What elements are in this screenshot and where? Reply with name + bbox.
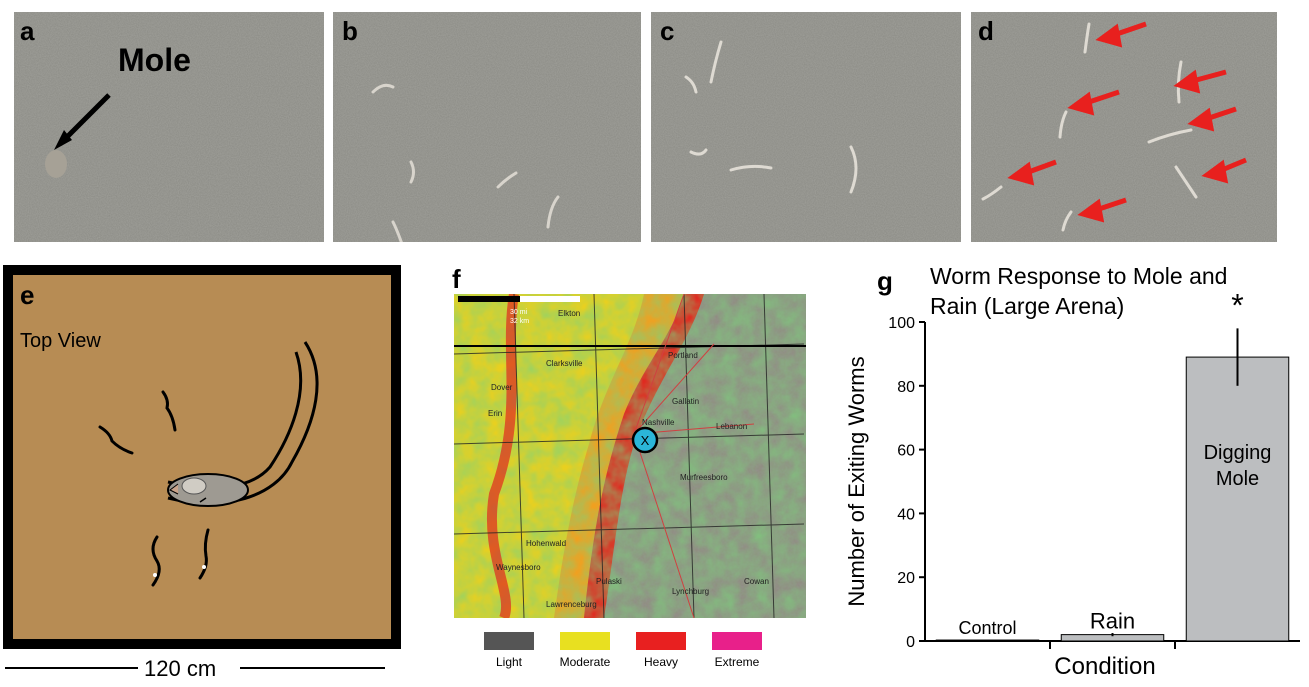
legend-swatch-extreme (712, 632, 762, 650)
y-tick-label: 20 (897, 570, 915, 587)
top-view-label: Top View (20, 330, 101, 352)
scale-label: 120 cm (144, 656, 217, 681)
y-tick-label: 80 (897, 379, 915, 396)
legend-label-heavy: Heavy (644, 655, 678, 669)
legend-swatch-light (484, 632, 534, 650)
legend-label-light: Light (496, 655, 523, 669)
arena-top-view (3, 265, 401, 669)
legend-label-extreme: Extreme (715, 655, 760, 669)
radar-legend: Light Moderate Heavy Extreme (454, 630, 806, 674)
panel-label-c: c (660, 16, 675, 46)
photo-panel-a (14, 12, 324, 242)
svg-text:Waynesboro: Waynesboro (496, 563, 541, 572)
y-tick-label: 0 (906, 634, 915, 651)
svg-text:Clarksville: Clarksville (546, 359, 583, 368)
place-labels: Elkton Clarksville Dover Erin Portland G… (488, 309, 769, 609)
bar-digging-mole (1185, 356, 1290, 642)
worms-d (981, 22, 1198, 232)
photo-panel-b (333, 12, 641, 242)
svg-text:Nashville: Nashville (642, 418, 675, 427)
significance-marker: * (1231, 287, 1243, 323)
svg-text:Erin: Erin (488, 409, 502, 418)
bar-label-line-2: Mole (1216, 468, 1259, 490)
bar-label: Rain (1090, 609, 1135, 634)
chart-title-line-1: Worm Response to Mole and (930, 263, 1227, 289)
svg-text:Lebanon: Lebanon (716, 422, 747, 431)
bar-label-line-1: Digging (1204, 442, 1272, 464)
bar-chart-svg: Worm Response to Mole and Rain (Large Ar… (844, 263, 1300, 680)
photo-panel-c (651, 12, 961, 242)
svg-text:Hohenwald: Hohenwald (526, 539, 566, 548)
y-tick-label: 100 (888, 315, 915, 332)
soil-photo-d (971, 12, 1277, 242)
photo-panel-d (971, 12, 1277, 242)
soil-photo-a (14, 12, 324, 242)
x-axis-label: Condition (1054, 653, 1155, 680)
panel-label-g: g (877, 266, 893, 296)
svg-text:Cowan: Cowan (744, 577, 769, 586)
svg-text:Portland: Portland (668, 351, 698, 360)
radar-map: 30 mi 32 km Elkton Clarksville Dover Eri… (454, 294, 806, 618)
mole-annotation: Mole (118, 42, 191, 78)
location-marker: X (631, 426, 659, 454)
legend-swatch-moderate (560, 632, 610, 650)
worm-icons (98, 390, 210, 587)
bar-label: Control (958, 618, 1016, 638)
worms-b (371, 83, 560, 242)
map-scale-text-1: 30 mi (510, 309, 528, 316)
worms-c (684, 40, 858, 194)
panel-label-d: d (978, 16, 994, 46)
chart-title-line-2: Rain (Large Arena) (930, 293, 1124, 319)
soil-photo-b (333, 12, 641, 242)
mole-in-photo (45, 150, 67, 178)
panel-label-b: b (342, 16, 358, 46)
map-scale-text-2: 32 km (510, 318, 529, 325)
svg-text:Elkton: Elkton (558, 309, 580, 318)
panel-label-e: e (20, 280, 35, 310)
svg-text:Lynchburg: Lynchburg (672, 587, 709, 596)
legend-label-moderate: Moderate (560, 655, 611, 669)
mole-icon (167, 473, 249, 507)
svg-text:Dover: Dover (491, 383, 513, 392)
radar-map-svg: 30 mi 32 km Elkton Clarksville Dover Eri… (454, 294, 806, 618)
y-tick-label: 60 (897, 443, 915, 460)
svg-text:Murfreesboro: Murfreesboro (680, 473, 728, 482)
radar-legend-svg: Light Moderate Heavy Extreme (484, 632, 762, 669)
bar-chart: Worm Response to Mole and Rain (Large Ar… (840, 254, 1309, 682)
red-arrows-d (1007, 21, 1247, 223)
legend-swatch-heavy (636, 632, 686, 650)
panel-label-f: f (452, 264, 461, 294)
svg-text:Lawrenceburg: Lawrenceburg (546, 600, 597, 609)
y-axis-label: Number of Exiting Worms (844, 356, 869, 606)
svg-text:Pulaski: Pulaski (596, 577, 622, 586)
bar-control (935, 639, 1040, 642)
panel-label-a: a (20, 16, 35, 46)
soil-photo-c (651, 12, 961, 242)
y-tick-label: 40 (897, 506, 915, 523)
svg-text:Gallatin: Gallatin (672, 397, 699, 406)
arena-diagram (0, 262, 410, 682)
marker-label: X (641, 433, 650, 448)
